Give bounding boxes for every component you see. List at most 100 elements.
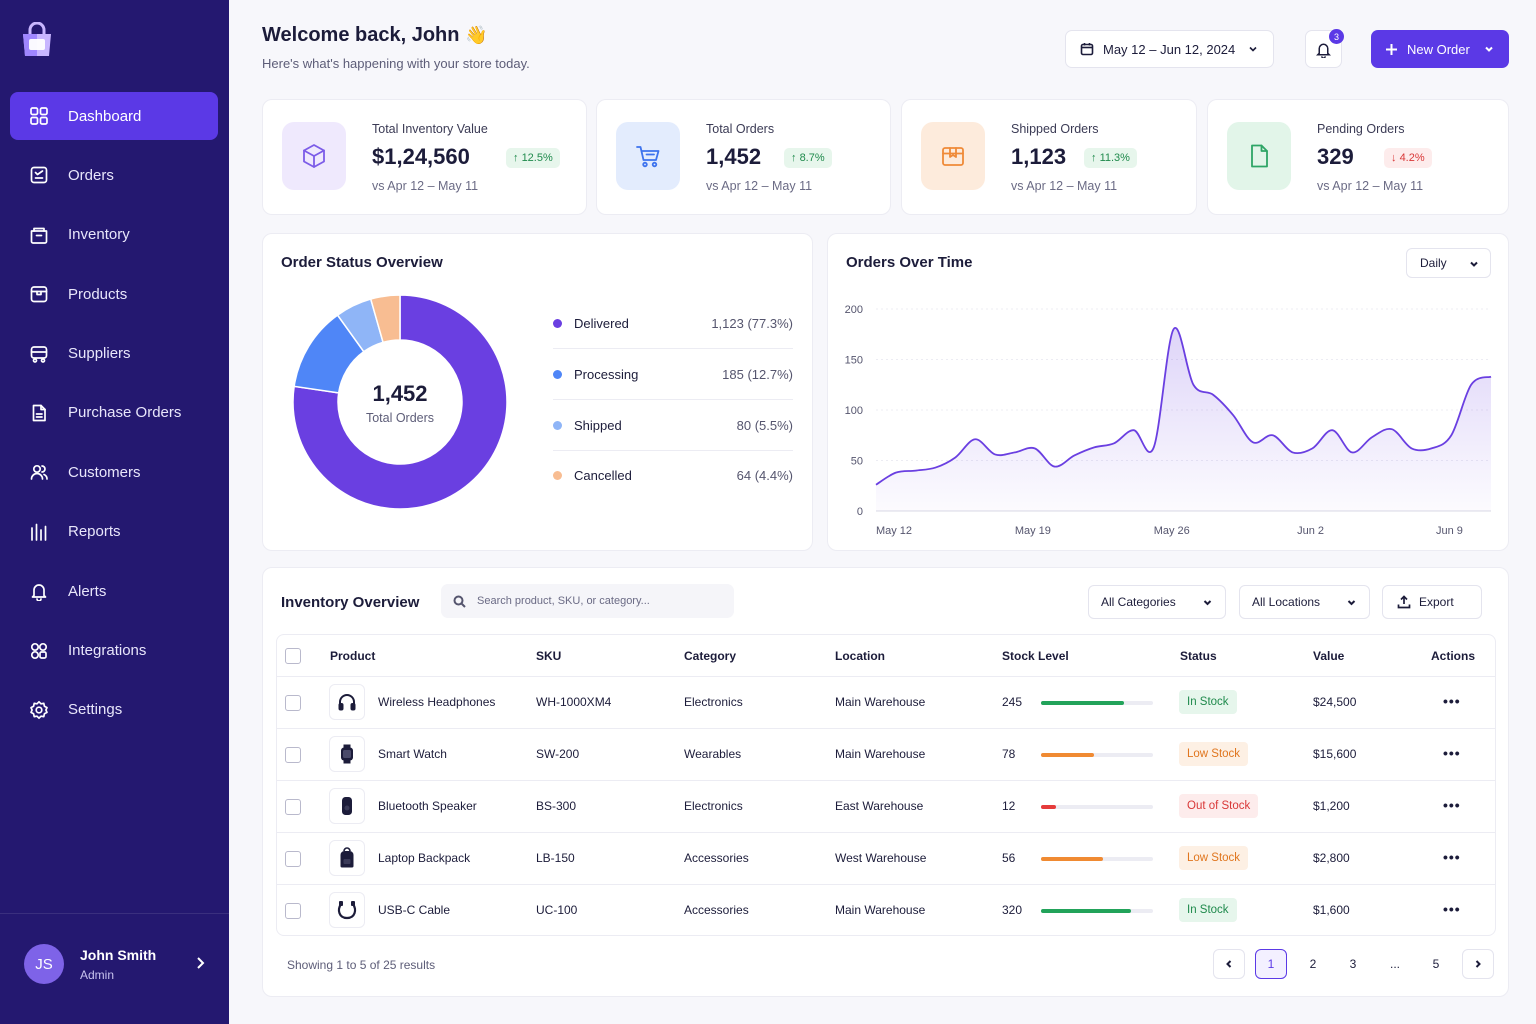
select-all-checkbox[interactable] bbox=[285, 648, 301, 664]
period-select[interactable]: Daily bbox=[1406, 248, 1491, 278]
more-actions-icon[interactable]: ••• bbox=[1443, 849, 1461, 865]
stock-level-bar bbox=[1041, 805, 1153, 809]
period-label: Daily bbox=[1420, 256, 1447, 270]
more-actions-icon[interactable]: ••• bbox=[1443, 797, 1461, 813]
row-checkbox[interactable] bbox=[285, 747, 301, 763]
column-header[interactable]: Status bbox=[1180, 649, 1217, 663]
category-filter[interactable]: All Categories bbox=[1088, 585, 1226, 619]
orders-series-line bbox=[875, 327, 1492, 486]
column-header[interactable]: Location bbox=[835, 649, 885, 663]
table-row[interactable]: Wireless Headphones WH-1000XM4 Electroni… bbox=[277, 677, 1495, 729]
product-name[interactable]: Bluetooth Speaker bbox=[378, 799, 477, 813]
sidebar-item-customers[interactable]: Customers bbox=[10, 448, 218, 496]
location-filter[interactable]: All Locations bbox=[1239, 585, 1370, 619]
more-actions-icon[interactable]: ••• bbox=[1443, 901, 1461, 917]
more-actions-icon[interactable]: ••• bbox=[1443, 693, 1461, 709]
product-name[interactable]: Wireless Headphones bbox=[378, 695, 496, 709]
new-order-label: New Order bbox=[1407, 41, 1470, 57]
new-order-button[interactable]: New Order bbox=[1371, 30, 1509, 68]
table-row[interactable]: Laptop Backpack LB-150 Accessories West … bbox=[277, 833, 1495, 885]
column-header[interactable]: Category bbox=[684, 649, 737, 663]
sidebar-item-label: Inventory bbox=[68, 226, 130, 244]
next-page-button[interactable] bbox=[1462, 949, 1494, 979]
y-tick-label: 100 bbox=[845, 405, 863, 417]
chevron-down-icon bbox=[1203, 600, 1212, 606]
document-icon bbox=[28, 402, 50, 424]
location-filter-label: All Locations bbox=[1252, 595, 1321, 609]
location: Main Warehouse bbox=[835, 695, 926, 709]
prev-page-button[interactable] bbox=[1213, 949, 1245, 979]
column-header[interactable]: Product bbox=[330, 649, 376, 663]
column-header[interactable]: Value bbox=[1313, 649, 1345, 663]
file-icon bbox=[1227, 122, 1291, 190]
search-input[interactable] bbox=[477, 595, 717, 607]
inventory-search[interactable] bbox=[441, 584, 734, 618]
sidebar-item-label: Integrations bbox=[68, 642, 147, 660]
sidebar-item-label: Suppliers bbox=[68, 345, 131, 363]
row-checkbox[interactable] bbox=[285, 799, 301, 815]
row-checkbox[interactable] bbox=[285, 851, 301, 867]
stat-value: $1,24,560 bbox=[372, 144, 470, 169]
stat-label: Total Inventory Value bbox=[372, 122, 488, 136]
logo-bag-icon[interactable] bbox=[20, 22, 54, 58]
inventory-icon bbox=[28, 224, 50, 246]
inventory-panel: Inventory Overview All Categories All Lo… bbox=[262, 567, 1509, 997]
value: $24,500 bbox=[1313, 695, 1357, 709]
location: East Warehouse bbox=[835, 799, 924, 813]
product-name[interactable]: Laptop Backpack bbox=[378, 851, 471, 865]
sidebar-item-inventory[interactable]: Inventory bbox=[10, 211, 218, 259]
stock-count: 56 bbox=[1002, 851, 1016, 865]
export-button[interactable]: Export bbox=[1382, 585, 1482, 619]
product-name[interactable]: USB-C Cable bbox=[378, 903, 451, 917]
sidebar-item-settings[interactable]: Settings bbox=[10, 686, 218, 734]
sidebar-item-dashboard[interactable]: Dashboard bbox=[10, 92, 218, 140]
sidebar-item-products[interactable]: Products bbox=[10, 270, 218, 318]
page-button[interactable]: 3 bbox=[1349, 957, 1357, 971]
donut-slice-delivered[interactable] bbox=[292, 294, 508, 510]
cube-icon bbox=[282, 122, 346, 190]
column-header[interactable]: SKU bbox=[536, 649, 562, 663]
grid-icon bbox=[28, 105, 50, 127]
orders-line-chart: 0 50 100 150 200 May 12 May 19 May 26 Jun 2 Jun 9 bbox=[845, 304, 1492, 537]
page-ellipsis: ... bbox=[1389, 957, 1400, 971]
sidebar-item-suppliers[interactable]: Suppliers bbox=[10, 330, 218, 378]
more-actions-icon[interactable]: ••• bbox=[1443, 745, 1461, 761]
sidebar-item-integrations[interactable]: Integrations bbox=[10, 627, 218, 675]
table-row[interactable]: USB-C Cable UC-100 Accessories Main Ware… bbox=[277, 885, 1495, 937]
row-checkbox[interactable] bbox=[285, 695, 301, 711]
legend-value: 1,123 (77.3%) bbox=[711, 315, 793, 331]
chevron-down-icon bbox=[1485, 46, 1493, 52]
date-range-picker[interactable]: May 12 – Jun 12, 2024 bbox=[1065, 30, 1274, 68]
sidebar-item-orders[interactable]: Orders bbox=[10, 151, 218, 199]
truck-icon bbox=[28, 343, 50, 365]
stat-compare: vs Apr 12 – May 11 bbox=[1317, 179, 1424, 193]
stock-level-fill bbox=[1041, 805, 1056, 809]
pagination-summary: Showing 1 to 5 of 25 results bbox=[287, 958, 436, 972]
legend-label: Cancelled bbox=[574, 467, 632, 483]
sidebar-item-purchase-orders[interactable]: Purchase Orders bbox=[10, 389, 218, 437]
stock-count: 245 bbox=[1002, 695, 1023, 709]
box-icon bbox=[28, 283, 50, 305]
bell-icon bbox=[28, 580, 50, 602]
sku: BS-300 bbox=[536, 799, 577, 813]
product-name[interactable]: Smart Watch bbox=[378, 747, 447, 761]
page-subtitle: Here's what's happening with your store … bbox=[262, 56, 530, 71]
row-checkbox[interactable] bbox=[285, 903, 301, 919]
page-button[interactable]: 1 bbox=[1255, 949, 1287, 979]
stat-delta-value: 4.2% bbox=[1399, 152, 1425, 164]
panel-title: Orders Over Time bbox=[846, 254, 973, 271]
sidebar-item-label: Settings bbox=[68, 701, 123, 719]
legend-label: Processing bbox=[574, 366, 639, 382]
user-profile[interactable]: JS John Smith Admin bbox=[24, 943, 214, 985]
stat-delta-badge: ↑ 8.7% bbox=[784, 148, 832, 168]
sidebar-item-alerts[interactable]: Alerts bbox=[10, 567, 218, 615]
table-row[interactable]: Smart Watch SW-200 Wearables Main Wareho… bbox=[277, 729, 1495, 781]
legend-item-shipped: Shipped 80 (5.5%) bbox=[553, 400, 793, 450]
column-header[interactable]: Stock Level bbox=[1002, 649, 1069, 663]
table-row[interactable]: Bluetooth Speaker BS-300 Electronics Eas… bbox=[277, 781, 1495, 833]
sidebar-item-reports[interactable]: Reports bbox=[10, 508, 218, 556]
sidebar-nav: Dashboard Orders Inventory Products Supp… bbox=[10, 92, 218, 745]
page-button[interactable]: 2 bbox=[1309, 957, 1317, 971]
donut-slice-cancelled[interactable] bbox=[369, 294, 401, 344]
page-button[interactable]: 5 bbox=[1432, 957, 1440, 971]
